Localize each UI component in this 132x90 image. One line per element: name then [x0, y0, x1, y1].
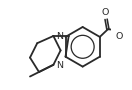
Text: O: O	[101, 8, 108, 17]
Text: O: O	[115, 32, 122, 41]
Text: N: N	[56, 61, 63, 70]
Text: N: N	[56, 32, 63, 41]
